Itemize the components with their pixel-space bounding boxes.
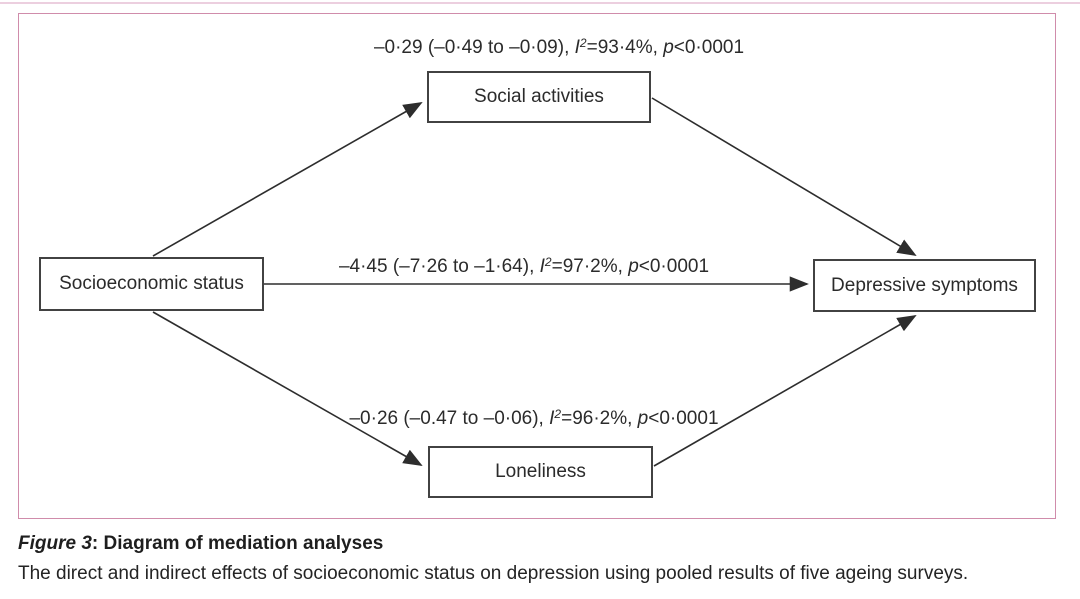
path-stats-ses-social-activities: –0·29 (–0·49 to –0·09), I2=93·4%, p<0·00… <box>254 35 864 61</box>
i-squared-value: =97·2%, <box>551 256 629 277</box>
p-value: <0·0001 <box>638 256 710 277</box>
p-symbol: p <box>628 256 639 277</box>
p-value: <0·0001 <box>648 408 719 429</box>
arrow-social-activities-to-depressive-symptoms <box>651 97 917 256</box>
i-squared-symbol: I <box>574 37 580 58</box>
p-symbol: p <box>637 408 649 429</box>
i-squared-value: =93·4%, <box>586 37 664 58</box>
path-stats-ses-loneliness: –0·26 (–0.47 to –0·06), I2=96·2%, p<0·00… <box>234 406 834 432</box>
mediation-diagram-panel: Socioeconomic status Social activities L… <box>18 13 1056 519</box>
figure-number-label: Figure 3 <box>18 533 92 554</box>
i-squared-sup: 2 <box>544 255 552 269</box>
node-loneliness: Loneliness <box>428 446 653 498</box>
p-symbol: p <box>663 37 674 58</box>
i-squared-symbol: I <box>549 408 555 429</box>
node-social-activities: Social activities <box>427 71 651 123</box>
arrow-ses-to-loneliness <box>152 311 423 466</box>
i-squared-symbol: I <box>539 256 545 277</box>
i-squared-value: =96·2%, <box>561 408 638 429</box>
arrow-loneliness-to-depressive-symptoms <box>653 315 917 467</box>
estimate-text: –0·29 (–0·49 to –0·09), <box>373 37 575 58</box>
top-divider <box>0 2 1080 4</box>
caption-title-text: Diagram of mediation analyses <box>103 533 384 554</box>
path-stats-ses-depressive-symptoms: –4·45 (–7·26 to –1·64), I2=97·2%, p<0·00… <box>229 254 819 280</box>
arrow-ses-to-social-activities <box>152 102 423 257</box>
arrow-layer <box>152 97 917 467</box>
p-value: <0·0001 <box>673 37 745 58</box>
i-squared-sup: 2 <box>579 36 587 50</box>
caption-title: Figure 3: Diagram of mediation analyses <box>18 531 1064 556</box>
i-squared-sup: 2 <box>554 407 562 421</box>
figure-caption: Figure 3: Diagram of mediation analyses … <box>18 531 1064 586</box>
node-depressive-symptoms: Depressive symptoms <box>813 259 1036 312</box>
estimate-text: –0·26 (–0.47 to –0·06), <box>349 408 550 429</box>
node-socioeconomic-status: Socioeconomic status <box>39 257 264 311</box>
caption-separator: : <box>91 533 104 554</box>
caption-description: The direct and indirect effects of socio… <box>18 563 969 584</box>
estimate-text: –4·45 (–7·26 to –1·64), <box>338 256 540 277</box>
